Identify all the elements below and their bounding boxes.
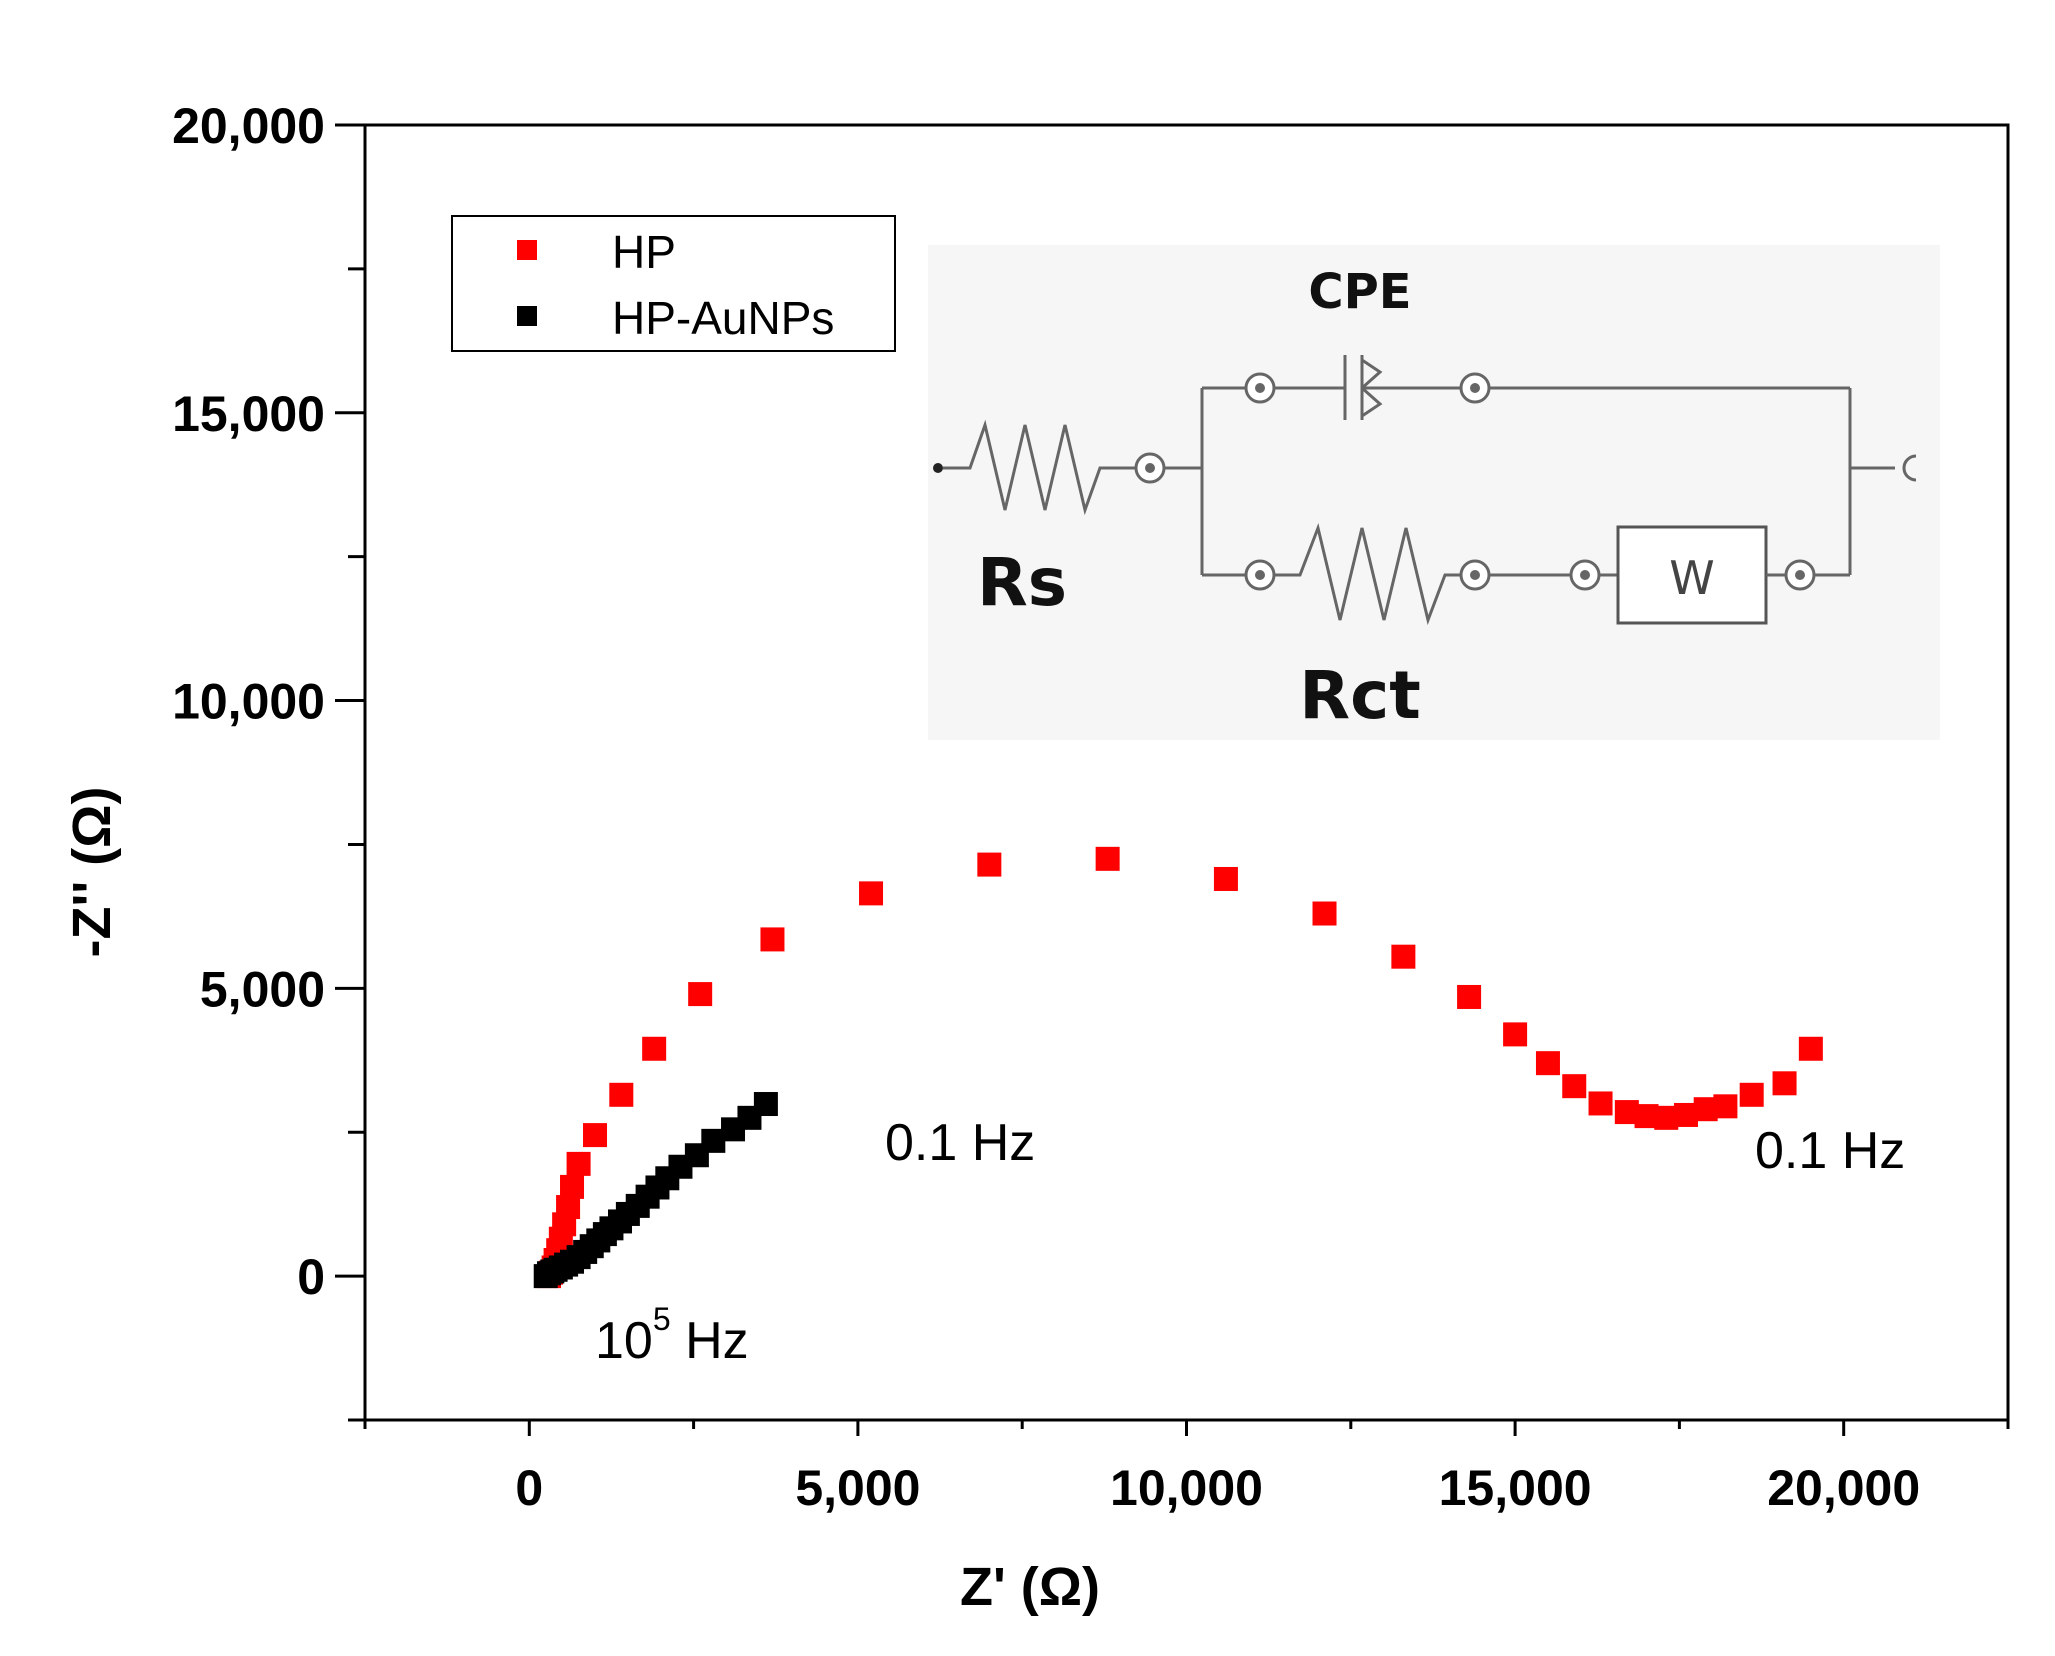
circuit-inset-background (928, 245, 1940, 740)
data-point (1798, 1036, 1823, 1061)
rct-label: Rct (1299, 657, 1421, 734)
series-hp-aunps (533, 1092, 778, 1289)
cpe-symbol (1274, 355, 1460, 420)
circuit-node-dot (1795, 570, 1805, 580)
data-point (1095, 846, 1120, 871)
series-hp (537, 846, 1823, 1289)
data-point (1213, 866, 1238, 891)
y-tick-label: 0 (297, 1249, 325, 1305)
circuit-output-terminal (1902, 454, 1917, 482)
circuit-node-dot (1580, 570, 1590, 580)
data-point (1739, 1082, 1764, 1107)
x-tick-label: 20,000 (1767, 1460, 1920, 1516)
circuit-node-dot (1255, 383, 1265, 393)
data-point (1312, 901, 1337, 926)
annotation-high-frequency-base: 10 (595, 1312, 653, 1370)
data-point (1503, 1022, 1528, 1047)
circuit-node-dot (1470, 383, 1480, 393)
data-point (1588, 1091, 1613, 1116)
warburg-label: W (1669, 551, 1714, 605)
x-tick-label: 0 (515, 1460, 543, 1516)
x-axis-ticks: 0 5,000 10,000 15,000 20,000 (363, 1420, 2010, 1516)
x-axis-title: Z' (Ω) (960, 1557, 1100, 1617)
annotation-high-frequency: 105 Hz (595, 1301, 749, 1370)
y-axis-ticks: 0 5,000 10,000 15,000 20,000 (172, 98, 365, 1422)
data-point (977, 852, 1002, 877)
data-point (609, 1082, 634, 1107)
rs-resistor-symbol (943, 419, 1135, 516)
x-tick-label: 5,000 (795, 1460, 920, 1516)
annotation-low-frequency-hp-aunps: 0.1 Hz (885, 1114, 1035, 1172)
y-tick-label: 15,000 (172, 386, 325, 442)
data-point (688, 982, 713, 1007)
circuit-node-dot (1255, 570, 1265, 580)
equivalent-circuit-inset: W CPE Rs Rct (928, 245, 1940, 740)
rs-label: Rs (977, 544, 1067, 621)
data-point (556, 1195, 581, 1220)
circuit-input-terminal (933, 463, 943, 473)
annotation-low-frequency-hp: 0.1 Hz (1755, 1122, 1905, 1180)
x-tick-label: 15,000 (1439, 1460, 1592, 1516)
x-tick-label: 10,000 (1110, 1460, 1263, 1516)
legend-label-hp: HP (612, 226, 676, 278)
data-point (753, 1092, 778, 1117)
legend: HP HP-AuNPs (451, 215, 896, 352)
data-point (1713, 1094, 1738, 1119)
data-point (560, 1174, 585, 1199)
data-point (642, 1036, 667, 1061)
legend-swatch-hp (517, 240, 537, 260)
y-tick-label: 5,000 (200, 961, 325, 1017)
legend-label-hp-aunps: HP-AuNPs (612, 292, 834, 344)
y-axis-title: -Z'' (Ω) (62, 787, 122, 958)
data-point (1562, 1074, 1587, 1099)
y-tick-label: 10,000 (172, 674, 325, 730)
annotation-high-frequency-unit: Hz (671, 1312, 749, 1370)
legend-swatch-hp-aunps (517, 306, 537, 326)
y-tick-label: 20,000 (172, 98, 325, 154)
data-point (1535, 1051, 1560, 1076)
circuit-node-dot (1470, 570, 1480, 580)
circuit-node-dot (1145, 463, 1155, 473)
data-point (1772, 1071, 1797, 1096)
data-point (583, 1123, 608, 1148)
data-point (1457, 984, 1482, 1009)
legend-box (451, 215, 896, 352)
data-point (566, 1151, 591, 1176)
data-point (859, 881, 884, 906)
rct-resistor-symbol (1274, 522, 1460, 626)
annotation-high-frequency-exponent: 5 (653, 1301, 671, 1337)
cpe-label: CPE (1308, 264, 1411, 320)
data-point (760, 927, 785, 952)
data-point (1391, 944, 1416, 969)
